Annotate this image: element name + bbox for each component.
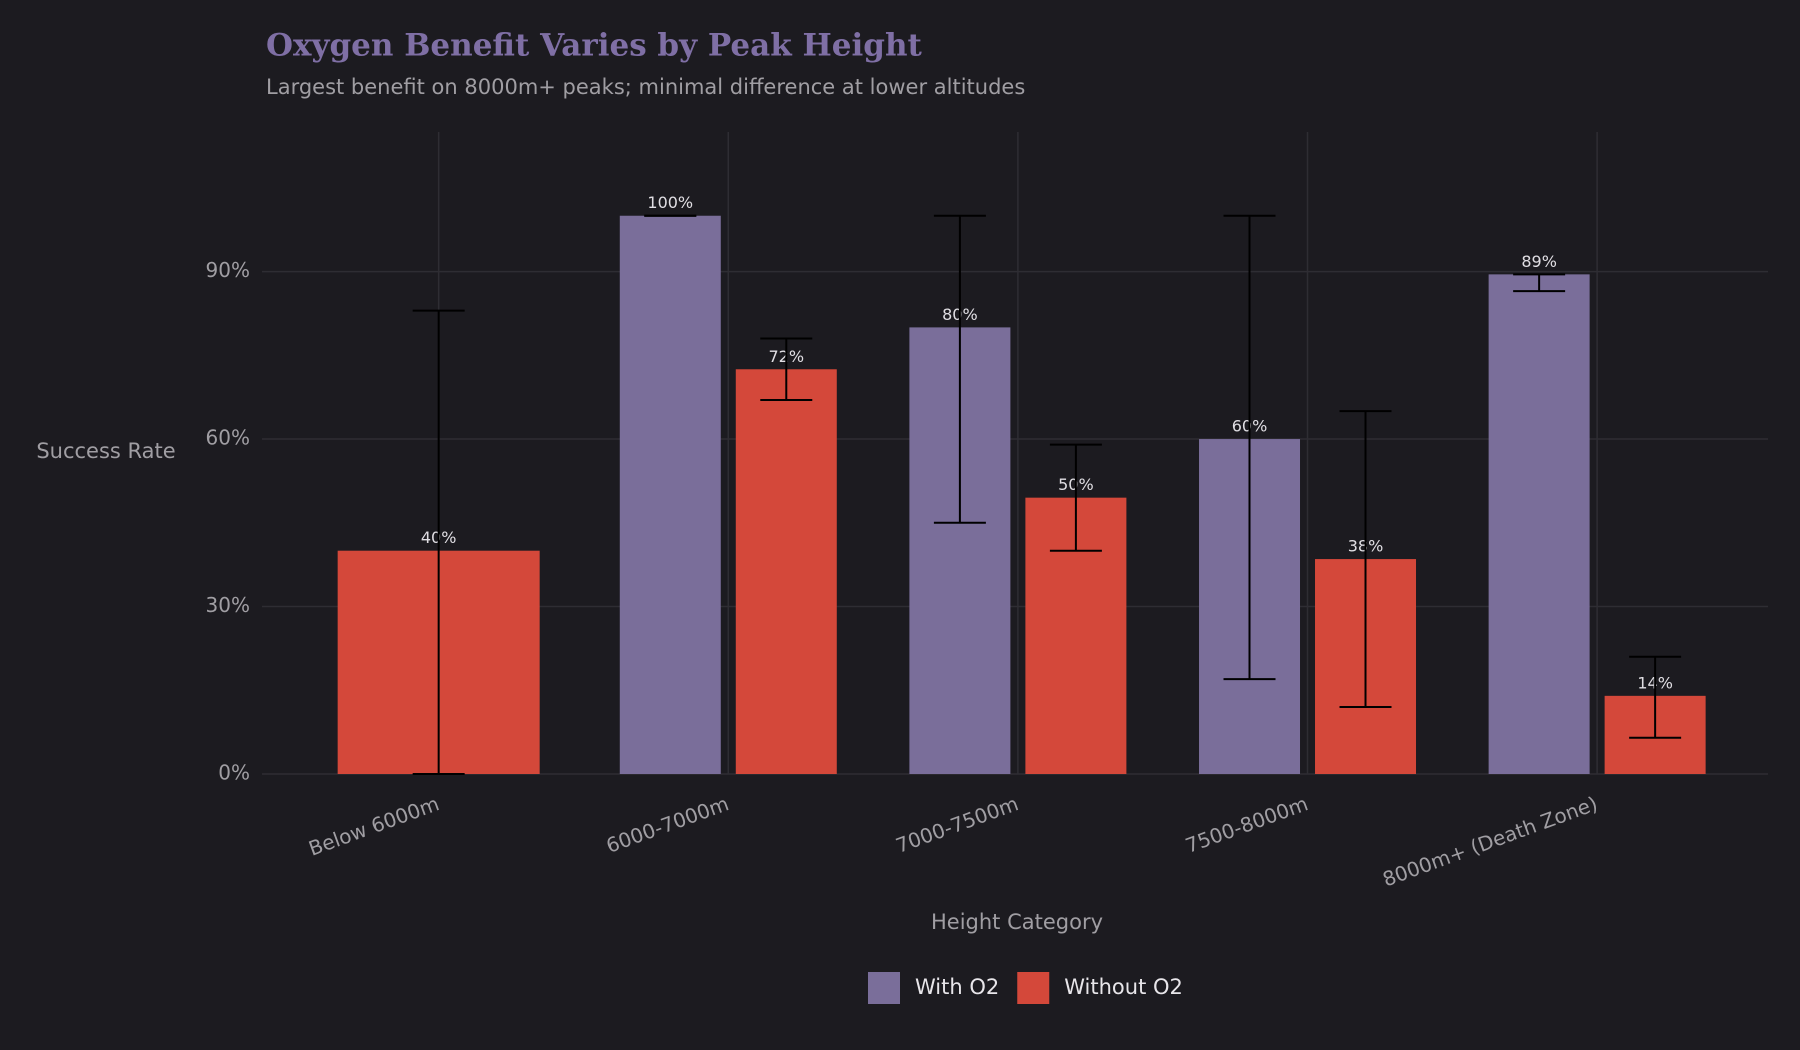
chart-title: Oxygen Benefit Varies by Peak Height <box>266 28 922 64</box>
error-bar <box>412 309 465 775</box>
y-axis-title: Success Rate <box>36 439 175 463</box>
legend-label: With O2 <box>915 975 999 999</box>
x-axis-title: Height Category <box>931 910 1103 934</box>
error-bar <box>1223 214 1276 681</box>
y-tick-label: 60% <box>206 426 250 450</box>
legend-label: Without O2 <box>1064 975 1183 999</box>
value-label: 89% <box>1521 252 1557 271</box>
bar <box>1488 274 1590 774</box>
error-bar <box>1513 273 1566 293</box>
error-bar <box>1339 410 1392 709</box>
error-bar <box>760 337 813 401</box>
value-label: 100% <box>647 193 693 212</box>
y-tick-label: 0% <box>218 761 250 785</box>
legend-swatch <box>1017 972 1050 1004</box>
bar <box>619 215 721 774</box>
error-bar <box>1049 443 1102 552</box>
chart-subtitle: Largest benefit on 8000m+ peaks; minimal… <box>266 75 1025 99</box>
error-bar <box>933 214 986 524</box>
y-tick-label: 90% <box>206 258 250 282</box>
bar <box>735 369 837 774</box>
y-tick-label: 30% <box>206 593 250 617</box>
legend-swatch <box>868 972 900 1004</box>
error-bar <box>1629 655 1682 739</box>
